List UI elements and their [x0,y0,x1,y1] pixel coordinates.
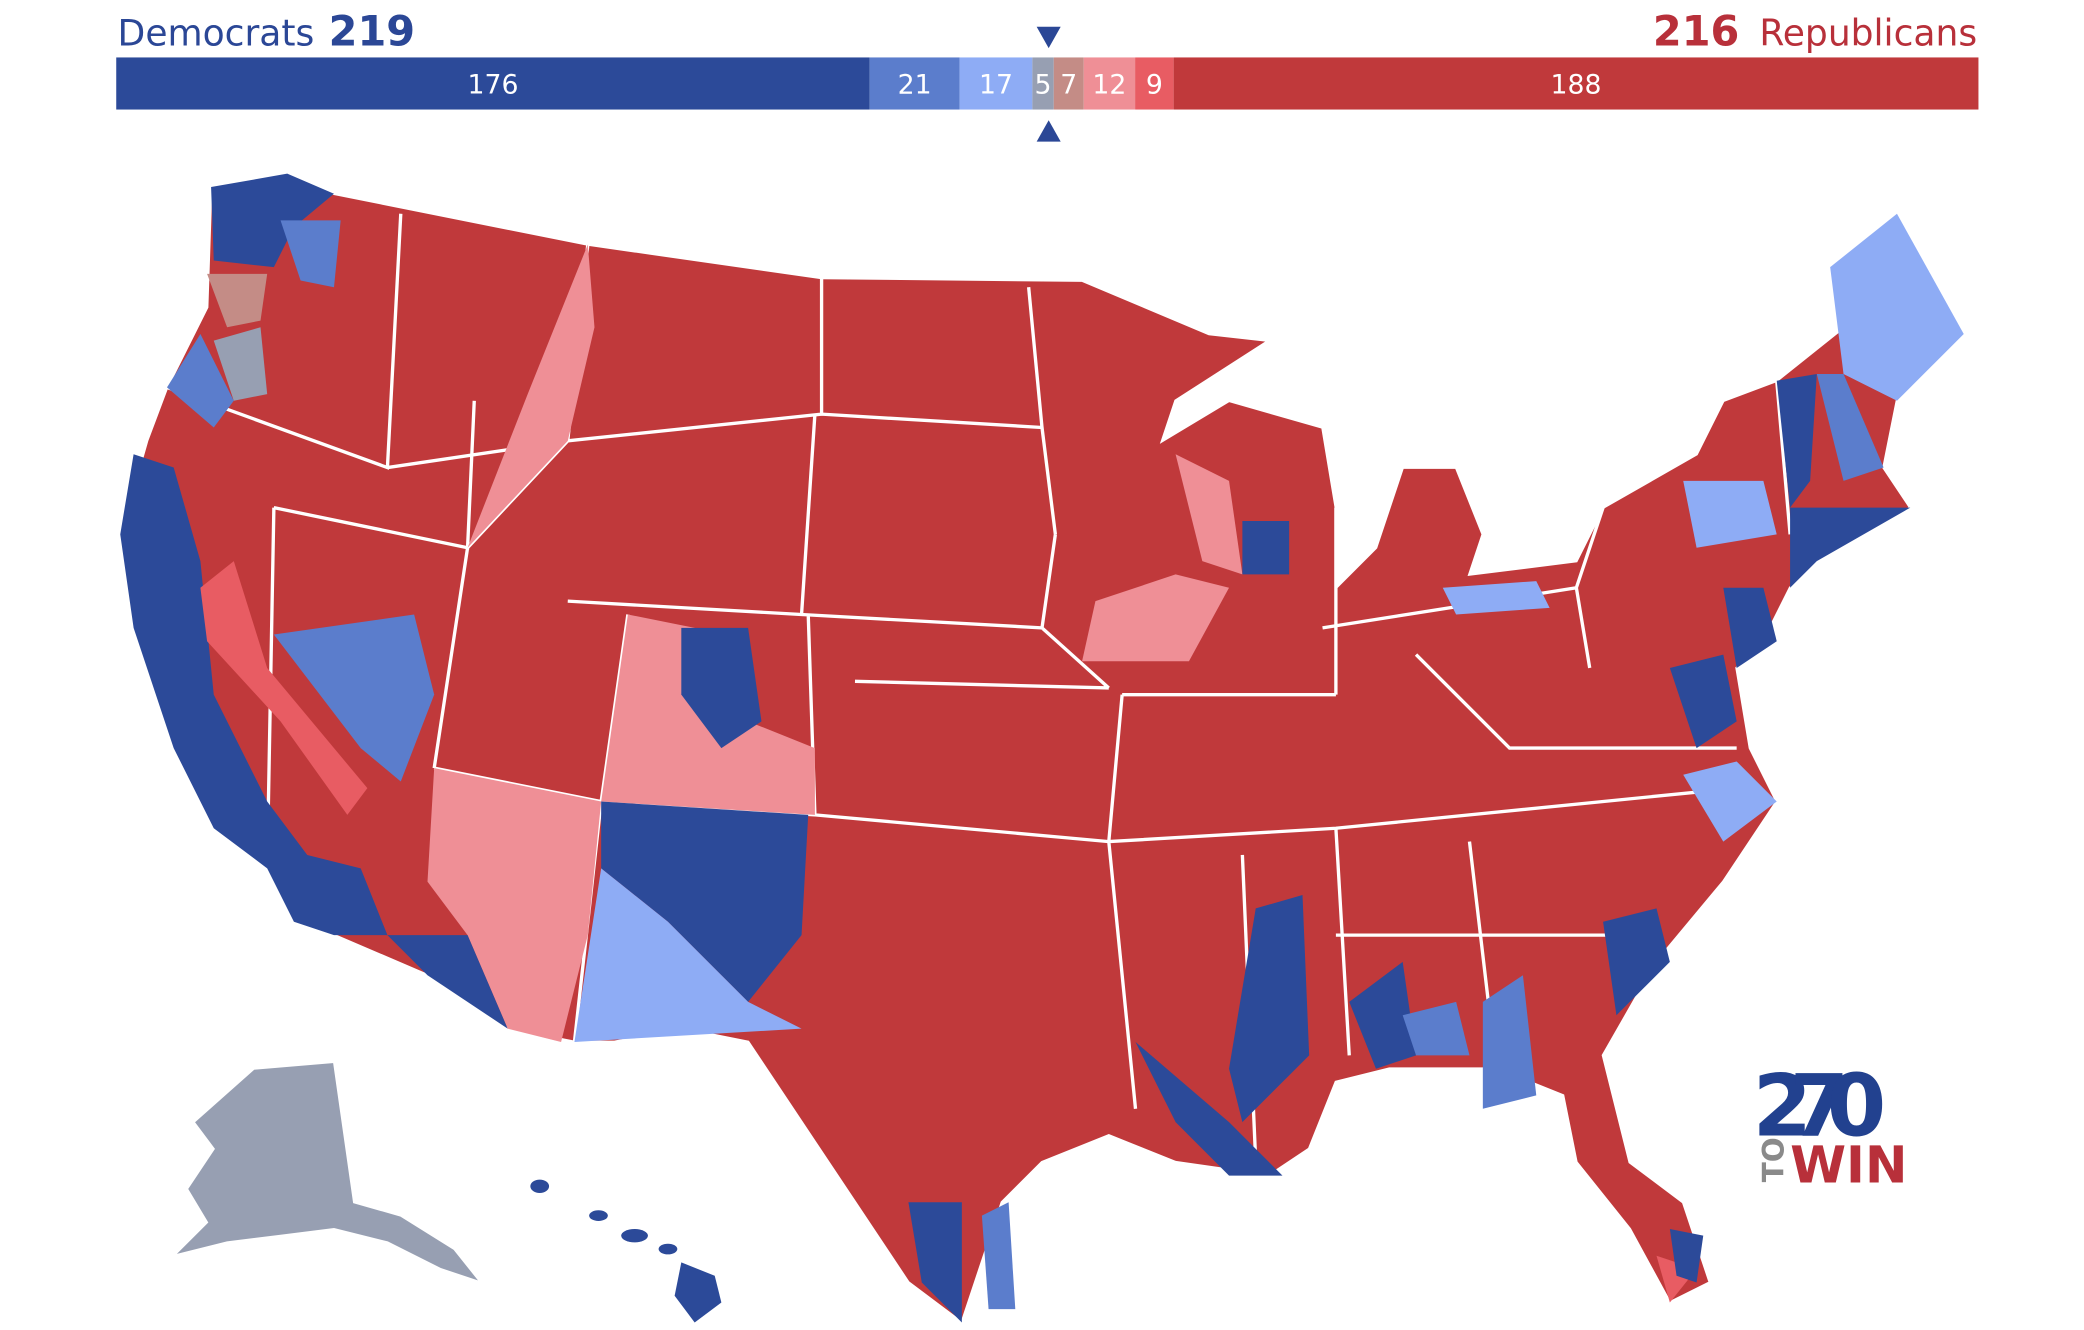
seat-bar: 176 21 17 5 7 12 9 188 [116,57,1979,110]
us-map [118,173,1966,1325]
bar-segment [1173,57,1979,110]
logo-to: TO [1756,1137,1790,1182]
hawaii [530,1179,722,1323]
midpoint-arrow [1036,26,1061,49]
header: Democrats 219 216 Republicans [118,7,1977,142]
rep-label: Republicans [1759,12,1977,54]
dem-total: 219 [329,7,415,55]
logo: 270 TO WIN [1753,1057,1908,1194]
segment-label: 17 [979,69,1013,100]
bar-segment [1083,57,1136,110]
segment-label: 176 [467,69,518,100]
bar-segment [116,57,870,110]
logo-win: WIN [1790,1135,1907,1194]
bar-segment [959,57,1033,110]
segment-label: 12 [1092,69,1126,100]
dem-label: Democrats [118,12,315,54]
segment-label: 9 [1146,69,1163,100]
logo-number: 270 [1753,1057,1887,1156]
bar-segment [869,57,960,110]
segment-label: 21 [898,69,932,100]
bar-segment [1053,57,1084,110]
bar-segment [1032,57,1054,110]
bar-segment [1135,57,1174,110]
segment-label: 5 [1035,69,1052,100]
blue-districts [120,173,1964,1323]
segment-label: 7 [1060,69,1077,100]
segment-label: 188 [1551,69,1602,100]
alaska [170,1060,484,1285]
rep-total: 216 [1653,7,1739,55]
midpoint-arrow [1036,120,1061,142]
